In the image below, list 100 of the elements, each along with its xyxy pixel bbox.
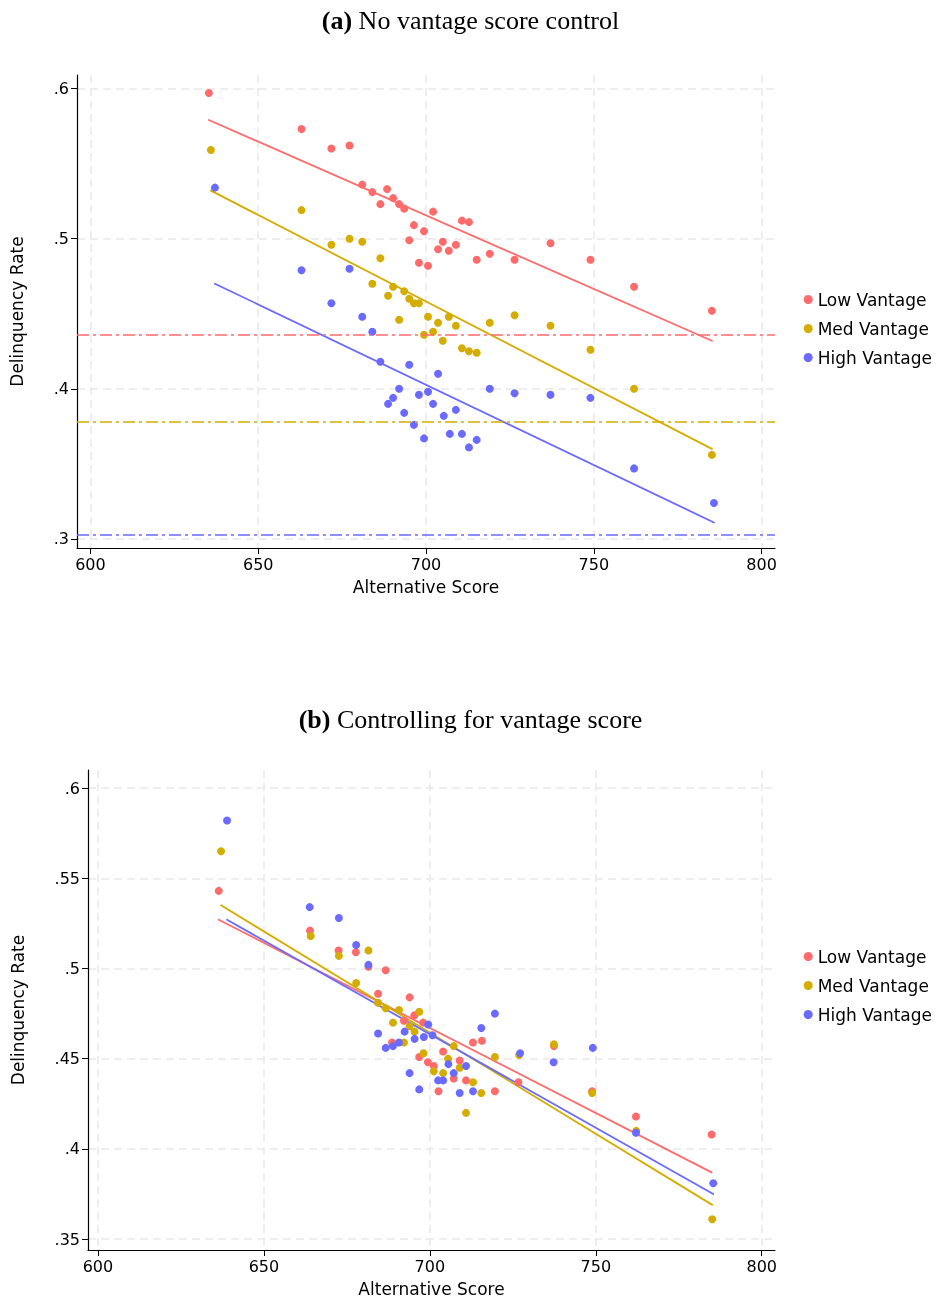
point	[439, 1069, 448, 1078]
x-tick-label: 700	[410, 554, 442, 574]
point	[444, 312, 453, 321]
x-tick-label: 650	[248, 1256, 280, 1276]
point	[424, 1020, 433, 1029]
point	[485, 384, 494, 393]
point	[546, 390, 555, 399]
point	[630, 464, 639, 473]
point	[546, 321, 555, 330]
point	[345, 264, 354, 273]
point	[462, 1108, 471, 1117]
point	[434, 1087, 443, 1096]
point	[485, 249, 494, 258]
point	[468, 1087, 477, 1096]
point	[405, 1022, 414, 1031]
x-tick-label: 800	[746, 1256, 777, 1276]
point	[334, 951, 343, 960]
point	[395, 315, 404, 324]
point	[510, 311, 519, 320]
point	[389, 282, 398, 291]
point	[546, 239, 555, 248]
point	[485, 318, 494, 327]
point	[707, 1130, 716, 1139]
point	[444, 246, 453, 255]
point	[376, 200, 385, 209]
y-tick-label: .5	[53, 229, 69, 249]
point	[368, 188, 377, 197]
point	[472, 348, 481, 357]
point	[708, 1215, 717, 1224]
point	[384, 291, 393, 300]
point	[305, 903, 314, 912]
point	[464, 218, 473, 227]
point	[400, 1027, 409, 1036]
point	[586, 393, 595, 402]
point	[707, 450, 716, 459]
point	[364, 946, 373, 955]
point	[419, 1049, 428, 1058]
x-tick-label: 750	[580, 1256, 612, 1276]
legend-label: Low Vantage	[817, 289, 927, 310]
y-tick-label: .5	[64, 959, 80, 978]
point	[455, 1089, 464, 1098]
point	[451, 405, 460, 414]
point	[394, 1038, 403, 1047]
point	[381, 966, 390, 975]
point	[434, 245, 443, 254]
legend-label: Med Vantage	[817, 318, 929, 339]
point	[424, 261, 433, 270]
point	[327, 144, 336, 153]
point	[395, 200, 404, 209]
x-tick-label: 800	[746, 554, 777, 574]
point	[449, 1042, 458, 1051]
point	[586, 255, 595, 264]
point	[351, 948, 360, 957]
point	[415, 1085, 424, 1094]
point	[424, 387, 433, 396]
point	[405, 236, 414, 245]
point	[462, 1076, 471, 1085]
point	[358, 180, 367, 189]
point	[451, 321, 460, 330]
point	[358, 312, 367, 321]
legend-label: High Vantage	[817, 1004, 932, 1025]
point	[514, 1078, 523, 1087]
point	[457, 344, 466, 353]
x-tick-label: 600	[75, 554, 106, 574]
point	[383, 185, 392, 194]
point	[444, 1060, 453, 1069]
point	[389, 1042, 397, 1051]
point	[477, 1024, 486, 1033]
point	[400, 408, 409, 417]
point	[400, 204, 409, 213]
point	[457, 216, 466, 225]
point	[217, 847, 226, 856]
point	[352, 941, 361, 950]
point	[352, 978, 361, 987]
point	[707, 306, 716, 315]
y-axis-title: Delinquency Rate	[7, 934, 28, 1086]
point	[457, 429, 466, 438]
point	[358, 237, 367, 246]
point	[405, 360, 414, 369]
point	[409, 420, 418, 429]
point	[210, 183, 219, 192]
point	[477, 1036, 486, 1045]
point	[709, 498, 718, 507]
point	[449, 1069, 458, 1078]
point	[223, 816, 232, 825]
y-tick-label: .4	[53, 379, 69, 399]
point	[630, 282, 639, 291]
point	[381, 1043, 390, 1052]
point	[464, 443, 473, 452]
point	[327, 240, 336, 249]
point	[394, 1006, 403, 1014]
point	[297, 206, 306, 215]
point	[414, 390, 423, 399]
legend-label: High Vantage	[817, 347, 932, 368]
point	[510, 255, 519, 264]
point	[297, 266, 306, 275]
point	[414, 258, 423, 267]
point	[424, 312, 433, 321]
point	[376, 357, 385, 366]
point	[374, 989, 383, 998]
